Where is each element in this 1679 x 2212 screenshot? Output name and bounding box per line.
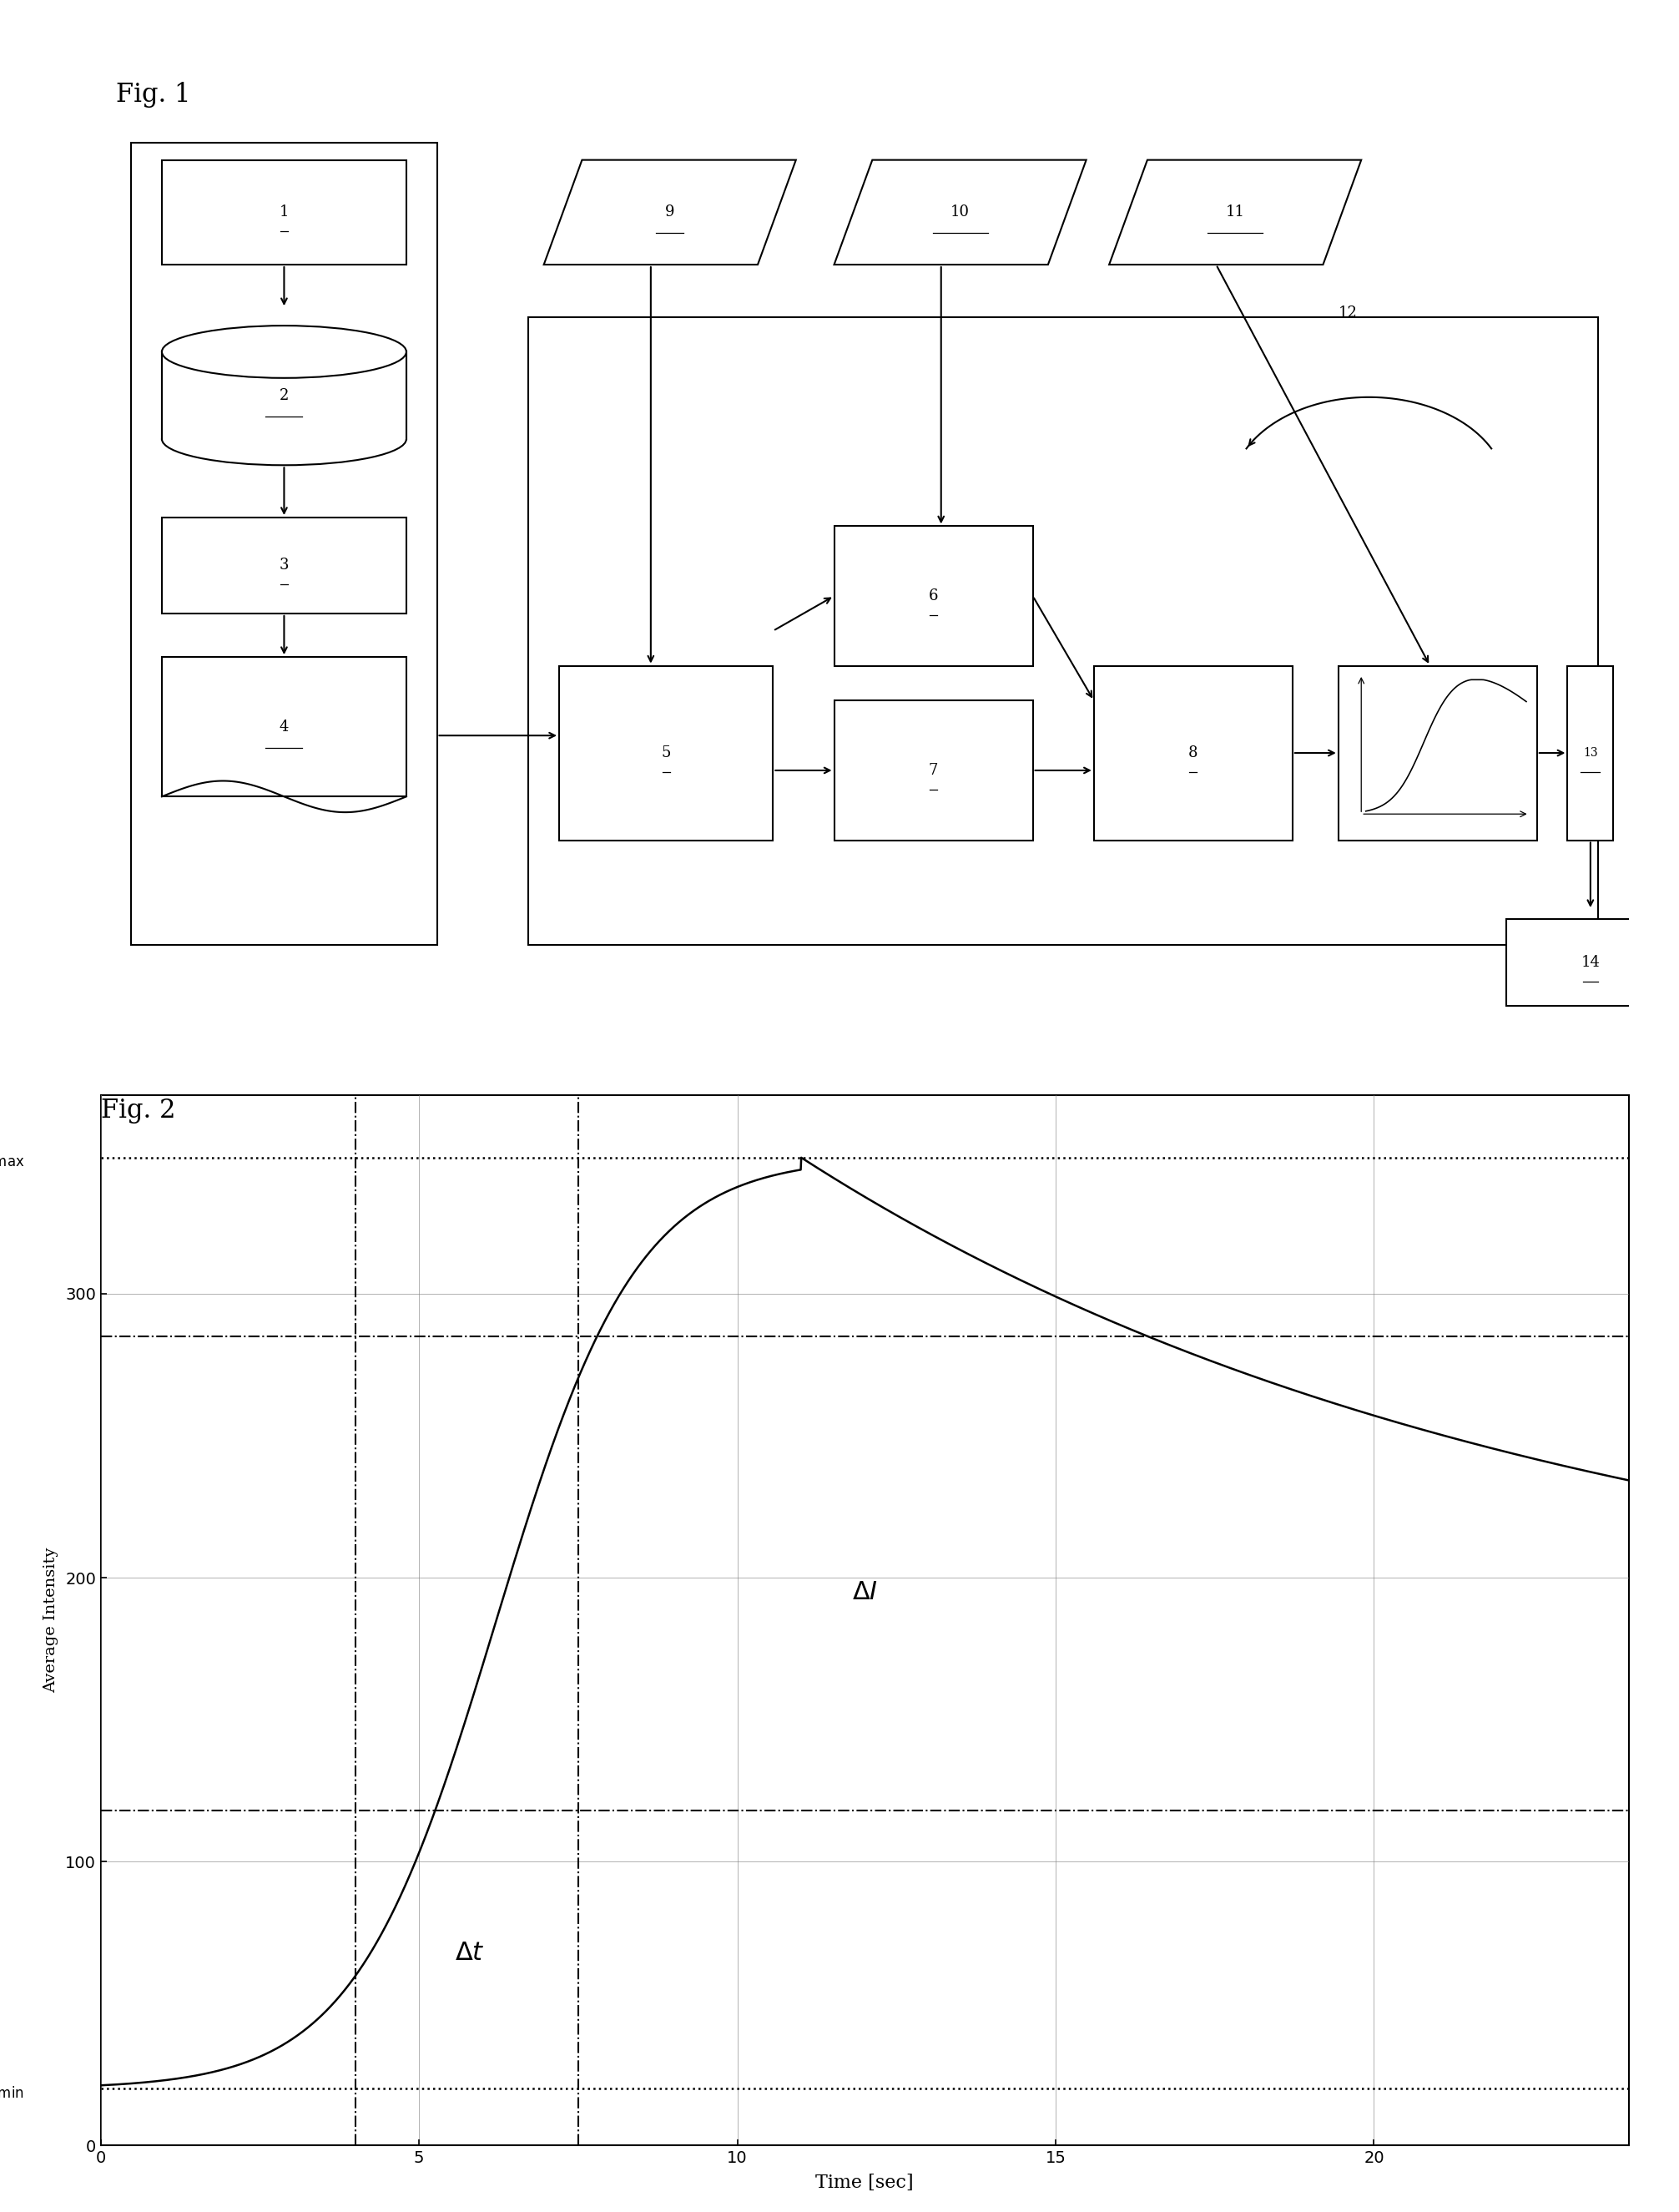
Text: 8: 8 [1189, 745, 1199, 761]
Text: 9: 9 [665, 206, 675, 219]
Bar [131, 142, 437, 945]
Text: $I_{\mathrm{max}}$: $I_{\mathrm{max}}$ [0, 1146, 25, 1168]
Text: 3: 3 [279, 557, 289, 573]
Bar [1568, 666, 1614, 841]
Text: 2: 2 [279, 387, 289, 403]
Bar [1338, 666, 1536, 841]
Text: 1: 1 [279, 206, 289, 219]
Polygon shape [1110, 159, 1362, 265]
Bar [834, 701, 1033, 841]
Text: Fig. 2: Fig. 2 [101, 1097, 175, 1124]
Bar [834, 526, 1033, 666]
Text: 12: 12 [1338, 305, 1357, 321]
Text: Fig. 1: Fig. 1 [116, 82, 191, 108]
Bar [161, 518, 406, 613]
Text: 7: 7 [928, 763, 939, 779]
Text: 10: 10 [950, 206, 970, 219]
Text: 14: 14 [1582, 956, 1600, 969]
Text: 11: 11 [1226, 206, 1244, 219]
Text: $\Delta t$: $\Delta t$ [455, 1940, 485, 1966]
Text: $\Delta I$: $\Delta I$ [851, 1579, 878, 1606]
Text: 5: 5 [662, 745, 672, 761]
Bar [161, 352, 406, 438]
Ellipse shape [161, 414, 406, 465]
Bar [161, 657, 406, 796]
Bar [1095, 666, 1293, 841]
Text: 6: 6 [928, 588, 939, 604]
X-axis label: Time [sec]: Time [sec] [816, 2172, 913, 2192]
Bar [559, 666, 772, 841]
Bar [161, 159, 406, 265]
Y-axis label: Average Intensity: Average Intensity [44, 1548, 59, 1692]
Polygon shape [544, 159, 796, 265]
Bar [1506, 918, 1674, 1006]
Bar [161, 354, 406, 438]
Text: 13: 13 [1583, 748, 1598, 759]
Ellipse shape [161, 325, 406, 378]
Text: $I_{\mathrm{min}}$: $I_{\mathrm{min}}$ [0, 2077, 25, 2099]
Text: 4: 4 [279, 719, 289, 734]
Polygon shape [834, 159, 1086, 265]
Bar [529, 316, 1598, 945]
